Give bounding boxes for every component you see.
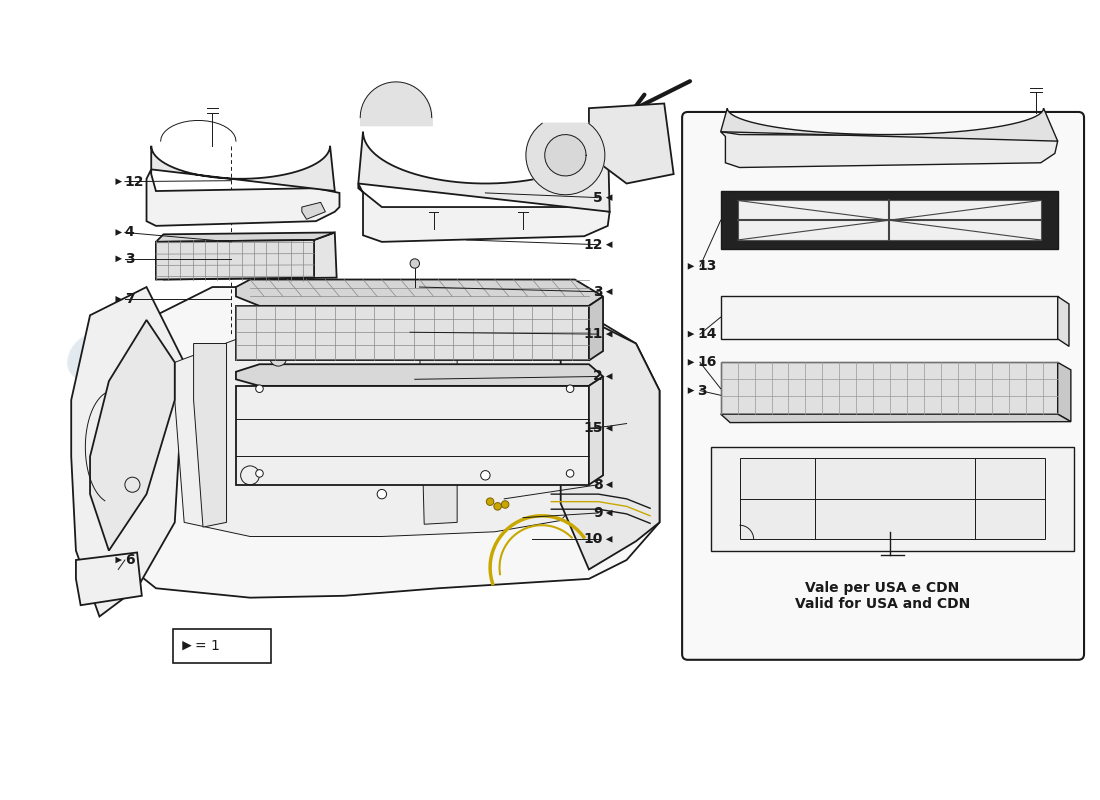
Polygon shape [194,343,227,527]
Polygon shape [76,553,142,606]
Text: 15: 15 [583,422,603,435]
Polygon shape [712,447,1074,550]
Polygon shape [688,387,694,394]
Text: 2: 2 [593,370,603,383]
Polygon shape [606,289,613,295]
Polygon shape [720,414,1071,422]
Text: 11: 11 [583,327,603,341]
Polygon shape [688,359,694,366]
Polygon shape [688,263,694,270]
Polygon shape [526,123,605,194]
Polygon shape [116,255,122,262]
Polygon shape [720,297,1058,339]
Polygon shape [561,320,660,570]
Polygon shape [588,377,603,485]
FancyBboxPatch shape [682,112,1084,660]
Polygon shape [606,425,613,431]
Text: Vale per USA e CDN: Vale per USA e CDN [805,582,959,595]
FancyBboxPatch shape [173,629,271,662]
Text: 12: 12 [125,174,144,189]
Circle shape [410,259,419,268]
Polygon shape [116,229,122,236]
Text: 12: 12 [583,238,603,252]
Polygon shape [235,279,603,306]
Text: eurospares: eurospares [53,306,654,550]
Polygon shape [588,297,603,361]
Polygon shape [151,146,334,191]
Polygon shape [175,334,584,537]
Text: 14: 14 [697,327,717,341]
Polygon shape [90,287,660,598]
Polygon shape [183,641,191,650]
Text: 5: 5 [593,190,603,205]
Text: 8: 8 [593,478,603,492]
Text: 16: 16 [697,355,716,370]
Circle shape [566,470,574,477]
Circle shape [566,385,574,393]
Circle shape [255,385,263,393]
Text: 10: 10 [584,532,603,546]
Circle shape [502,501,509,508]
Polygon shape [235,306,589,361]
Polygon shape [606,536,613,542]
Polygon shape [116,296,122,302]
Polygon shape [606,510,613,516]
Circle shape [494,502,502,510]
Text: 3: 3 [697,383,707,398]
Circle shape [255,470,263,477]
Polygon shape [116,178,122,185]
Polygon shape [606,482,613,488]
Polygon shape [235,386,589,485]
Polygon shape [544,134,586,176]
Polygon shape [156,233,334,242]
Polygon shape [720,362,1058,414]
Polygon shape [720,132,1058,167]
Polygon shape [739,458,1045,539]
Polygon shape [606,242,613,248]
Text: 4: 4 [125,226,134,239]
Polygon shape [720,191,1058,250]
Polygon shape [606,194,613,201]
Circle shape [481,470,491,480]
Text: 3: 3 [125,252,134,266]
Polygon shape [1058,297,1069,346]
Text: 9: 9 [593,506,603,520]
Polygon shape [359,183,609,242]
Circle shape [486,498,494,506]
Polygon shape [720,108,1058,141]
Polygon shape [1058,362,1071,422]
Text: 7: 7 [125,292,134,306]
Polygon shape [90,320,175,550]
Polygon shape [156,240,315,279]
Polygon shape [688,331,694,338]
Text: and parts since 1985: and parts since 1985 [207,450,500,519]
Text: = 1: = 1 [195,638,219,653]
Polygon shape [116,557,122,563]
Text: 3: 3 [593,285,603,298]
Polygon shape [359,132,609,212]
Polygon shape [606,373,613,380]
Polygon shape [156,233,337,279]
Text: 13: 13 [697,259,716,274]
Circle shape [377,490,386,499]
Polygon shape [235,364,603,386]
Polygon shape [301,202,326,219]
Circle shape [270,349,287,366]
Polygon shape [419,339,458,524]
Polygon shape [606,331,613,338]
Polygon shape [146,170,340,226]
Text: 6: 6 [125,553,134,567]
Polygon shape [72,287,184,617]
Polygon shape [588,103,673,183]
Text: Valid for USA and CDN: Valid for USA and CDN [795,598,970,611]
Polygon shape [738,201,1041,240]
